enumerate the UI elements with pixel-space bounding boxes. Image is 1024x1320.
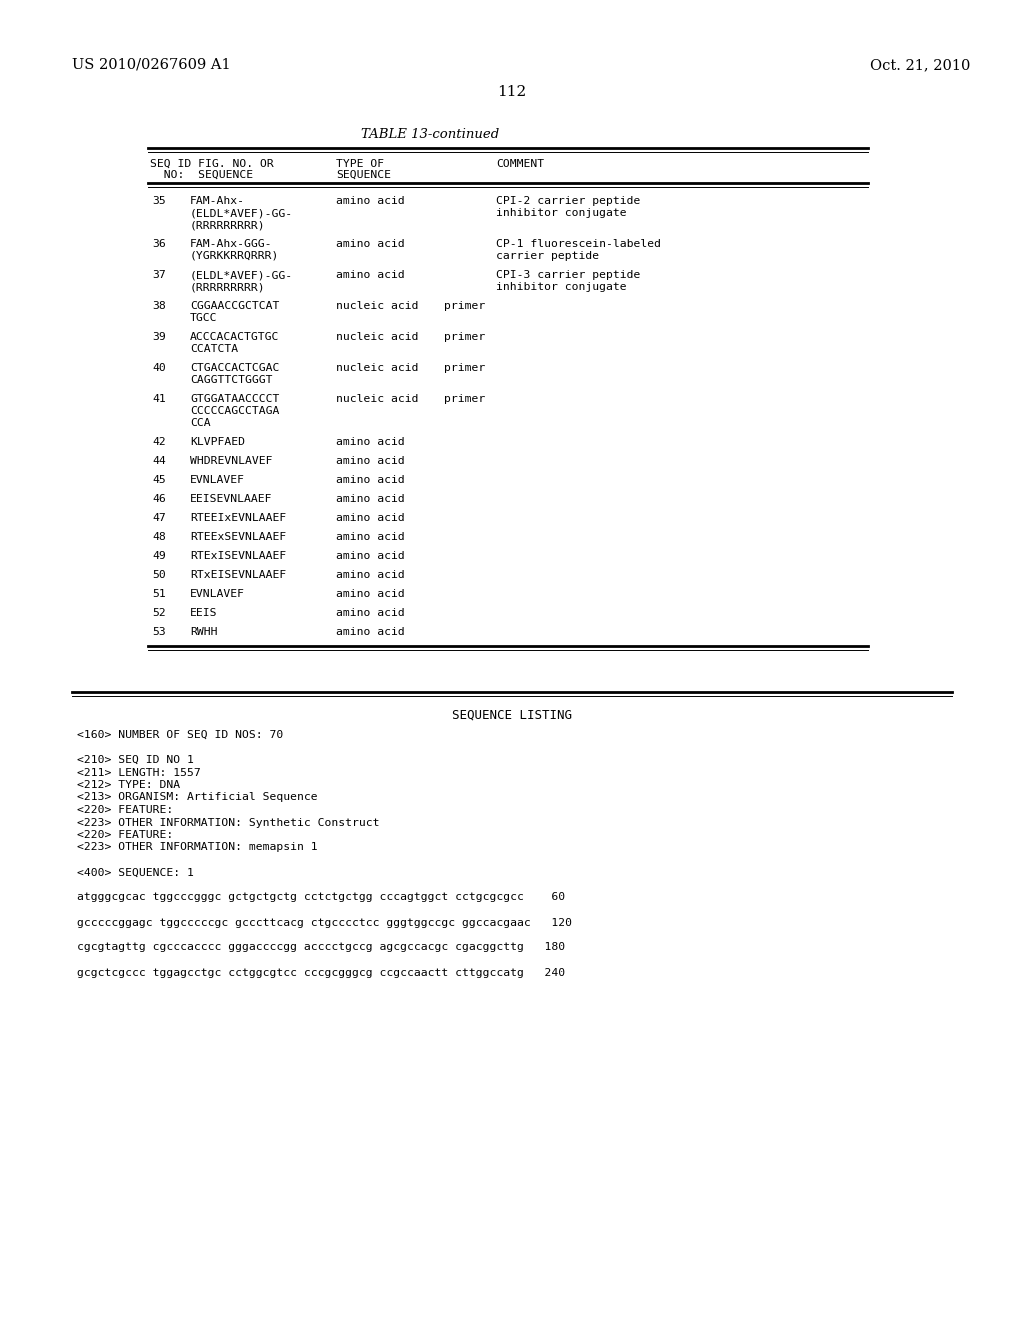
Text: SEQUENCE: SEQUENCE: [336, 170, 391, 180]
Text: CCATCTA: CCATCTA: [190, 345, 239, 354]
Text: amino acid: amino acid: [336, 195, 404, 206]
Text: GTGGATAACCCCT: GTGGATAACCCCT: [190, 393, 280, 404]
Text: CP-1 fluorescein-labeled: CP-1 fluorescein-labeled: [496, 239, 662, 249]
Text: TGCC: TGCC: [190, 313, 217, 323]
Text: TYPE OF: TYPE OF: [336, 158, 384, 169]
Text: amino acid: amino acid: [336, 494, 404, 504]
Text: ACCCACACTGTGC: ACCCACACTGTGC: [190, 333, 280, 342]
Text: <223> OTHER INFORMATION: Synthetic Construct: <223> OTHER INFORMATION: Synthetic Const…: [77, 817, 380, 828]
Text: cgcgtagttg cgcccacccc gggaccccgg acccctgccg agcgccacgc cgacggcttg   180: cgcgtagttg cgcccacccc gggaccccgg acccctg…: [77, 942, 565, 953]
Text: carrier peptide: carrier peptide: [496, 251, 599, 261]
Text: amino acid: amino acid: [336, 513, 404, 523]
Text: 44: 44: [152, 455, 166, 466]
Text: (ELDL*AVEF)-GG-: (ELDL*AVEF)-GG-: [190, 271, 293, 280]
Text: EEIS: EEIS: [190, 609, 217, 618]
Text: RTExISEVNLAAEF: RTExISEVNLAAEF: [190, 550, 287, 561]
Text: nucleic acid: nucleic acid: [336, 363, 419, 374]
Text: SEQUENCE LISTING: SEQUENCE LISTING: [452, 709, 572, 722]
Text: 39: 39: [152, 333, 166, 342]
Text: amino acid: amino acid: [336, 532, 404, 543]
Text: CCA: CCA: [190, 418, 211, 428]
Text: amino acid: amino acid: [336, 239, 404, 249]
Text: 51: 51: [152, 589, 166, 599]
Text: <212> TYPE: DNA: <212> TYPE: DNA: [77, 780, 180, 789]
Text: amino acid: amino acid: [336, 589, 404, 599]
Text: 37: 37: [152, 271, 166, 280]
Text: 40: 40: [152, 363, 166, 374]
Text: amino acid: amino acid: [336, 475, 404, 484]
Text: atgggcgcac tggcccgggc gctgctgctg cctctgctgg cccagtggct cctgcgcgcc    60: atgggcgcac tggcccgggc gctgctgctg cctctgc…: [77, 892, 565, 903]
Text: 112: 112: [498, 84, 526, 99]
Text: amino acid: amino acid: [336, 437, 404, 447]
Text: CCCCCAGCCTAGA: CCCCCAGCCTAGA: [190, 407, 280, 416]
Text: nucleic acid: nucleic acid: [336, 301, 419, 312]
Text: 38: 38: [152, 301, 166, 312]
Text: 53: 53: [152, 627, 166, 638]
Text: <213> ORGANISM: Artificial Sequence: <213> ORGANISM: Artificial Sequence: [77, 792, 317, 803]
Text: 45: 45: [152, 475, 166, 484]
Text: amino acid: amino acid: [336, 627, 404, 638]
Text: CGGAACCGCTCAT: CGGAACCGCTCAT: [190, 301, 280, 312]
Text: amino acid: amino acid: [336, 271, 404, 280]
Text: FAM-Ahx-: FAM-Ahx-: [190, 195, 245, 206]
Text: 47: 47: [152, 513, 166, 523]
Text: RTxEISEVNLAAEF: RTxEISEVNLAAEF: [190, 570, 287, 579]
Text: primer: primer: [444, 333, 485, 342]
Text: <220> FEATURE:: <220> FEATURE:: [77, 830, 173, 840]
Text: TABLE 13-continued: TABLE 13-continued: [360, 128, 499, 141]
Text: WHDREVNLAVEF: WHDREVNLAVEF: [190, 455, 272, 466]
Text: 42: 42: [152, 437, 166, 447]
Text: EVNLAVEF: EVNLAVEF: [190, 475, 245, 484]
Text: 41: 41: [152, 393, 166, 404]
Text: (RRRRRRRRR): (RRRRRRRRR): [190, 282, 265, 292]
Text: KLVPFAED: KLVPFAED: [190, 437, 245, 447]
Text: EEISEVNLAAEF: EEISEVNLAAEF: [190, 494, 272, 504]
Text: <220> FEATURE:: <220> FEATURE:: [77, 805, 173, 814]
Text: gcccccggagc tggcccccgc gcccttcacg ctgcccctcc gggtggccgc ggccacgaac   120: gcccccggagc tggcccccgc gcccttcacg ctgccc…: [77, 917, 572, 928]
Text: inhibitor conjugate: inhibitor conjugate: [496, 282, 627, 292]
Text: <223> OTHER INFORMATION: memapsin 1: <223> OTHER INFORMATION: memapsin 1: [77, 842, 317, 853]
Text: amino acid: amino acid: [336, 550, 404, 561]
Text: RWHH: RWHH: [190, 627, 217, 638]
Text: amino acid: amino acid: [336, 609, 404, 618]
Text: <211> LENGTH: 1557: <211> LENGTH: 1557: [77, 767, 201, 777]
Text: COMMENT: COMMENT: [496, 158, 544, 169]
Text: nucleic acid: nucleic acid: [336, 333, 419, 342]
Text: CAGGTTCTGGGT: CAGGTTCTGGGT: [190, 375, 272, 385]
Text: CTGACCACTCGAC: CTGACCACTCGAC: [190, 363, 280, 374]
Text: 36: 36: [152, 239, 166, 249]
Text: <210> SEQ ID NO 1: <210> SEQ ID NO 1: [77, 755, 194, 766]
Text: nucleic acid: nucleic acid: [336, 393, 419, 404]
Text: EVNLAVEF: EVNLAVEF: [190, 589, 245, 599]
Text: primer: primer: [444, 363, 485, 374]
Text: primer: primer: [444, 393, 485, 404]
Text: (YGRKKRRQRRR): (YGRKKRRQRRR): [190, 251, 280, 261]
Text: RTEEIxEVNLAAEF: RTEEIxEVNLAAEF: [190, 513, 287, 523]
Text: (ELDL*AVEF)-GG-: (ELDL*AVEF)-GG-: [190, 209, 293, 218]
Text: 46: 46: [152, 494, 166, 504]
Text: 49: 49: [152, 550, 166, 561]
Text: 50: 50: [152, 570, 166, 579]
Text: FAM-Ahx-GGG-: FAM-Ahx-GGG-: [190, 239, 272, 249]
Text: 48: 48: [152, 532, 166, 543]
Text: SEQ ID FIG. NO. OR: SEQ ID FIG. NO. OR: [150, 158, 273, 169]
Text: <160> NUMBER OF SEQ ID NOS: 70: <160> NUMBER OF SEQ ID NOS: 70: [77, 730, 284, 741]
Text: gcgctcgccc tggagcctgc cctggcgtcc cccgcgggcg ccgccaactt cttggccatg   240: gcgctcgccc tggagcctgc cctggcgtcc cccgcgg…: [77, 968, 565, 978]
Text: inhibitor conjugate: inhibitor conjugate: [496, 209, 627, 218]
Text: US 2010/0267609 A1: US 2010/0267609 A1: [72, 58, 230, 73]
Text: <400> SEQUENCE: 1: <400> SEQUENCE: 1: [77, 867, 194, 878]
Text: CPI-2 carrier peptide: CPI-2 carrier peptide: [496, 195, 640, 206]
Text: 52: 52: [152, 609, 166, 618]
Text: primer: primer: [444, 301, 485, 312]
Text: amino acid: amino acid: [336, 455, 404, 466]
Text: amino acid: amino acid: [336, 570, 404, 579]
Text: 35: 35: [152, 195, 166, 206]
Text: CPI-3 carrier peptide: CPI-3 carrier peptide: [496, 271, 640, 280]
Text: (RRRRRRRRR): (RRRRRRRRR): [190, 220, 265, 230]
Text: NO:  SEQUENCE: NO: SEQUENCE: [150, 170, 253, 180]
Text: RTEExSEVNLAAEF: RTEExSEVNLAAEF: [190, 532, 287, 543]
Text: Oct. 21, 2010: Oct. 21, 2010: [870, 58, 971, 73]
